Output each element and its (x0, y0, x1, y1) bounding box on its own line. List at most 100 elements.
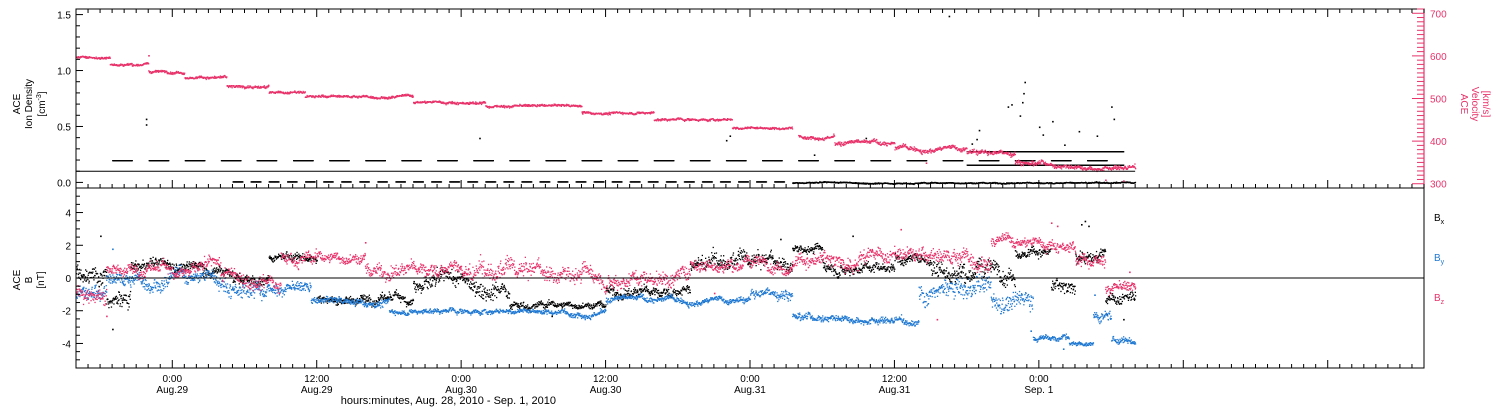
top-velocity-series-point-203 (148, 72, 151, 74)
top-velocity-series-point-470 (245, 87, 247, 89)
top-velocity-series-point-142 (127, 64, 129, 66)
top-density-series-point-2147 (621, 181, 623, 183)
top-velocity-series-point-744 (343, 96, 345, 98)
top-velocity-series-point-455 (239, 85, 242, 87)
top-density-series-point-3241 (1095, 181, 1098, 183)
top-density-series-point-1622 (278, 181, 280, 183)
top-velocity-series-point-193 (145, 63, 147, 65)
top-velocity-series (76, 55, 1137, 182)
top-velocity-series-point-660 (313, 95, 315, 97)
top-velocity-series-point-357 (204, 76, 206, 79)
top-velocity-series-point-592 (289, 91, 291, 93)
top-velocity-series-point-679 (320, 95, 322, 97)
top-velocity-series-point-560 (277, 90, 279, 92)
top-velocity-series-point-462 (242, 86, 244, 88)
top-velocity-series-point-619 (298, 92, 301, 94)
top-velocity-series-point-731 (339, 96, 341, 98)
top-density-series-point-4239 (479, 137, 481, 140)
top-velocity-series-point-340 (198, 76, 200, 78)
top-velocity-series-point-525 (265, 87, 267, 90)
top-density-series-point-4242 (1064, 144, 1066, 146)
top-velocity-series-point-437 (233, 85, 235, 87)
top-velocity-series-point-253 (167, 72, 169, 74)
top-velocity-series-point-122 (119, 64, 122, 67)
top-density-series-point-3116 (1050, 182, 1052, 185)
top-velocity-series-point-251 (166, 71, 168, 73)
top-velocity-series-point-504 (257, 86, 259, 88)
top-velocity-series-point-268 (172, 73, 174, 76)
top-velocity-series-point-115 (117, 64, 119, 66)
top-velocity-series-point-416 (225, 77, 228, 79)
top-velocity-series-point-331 (195, 77, 197, 79)
top-density-series-point-2582 (857, 182, 860, 185)
top-velocity-series-point-699 (327, 95, 329, 97)
top-velocity-series-point-587 (287, 92, 289, 94)
top-velocity-series-point-128 (122, 64, 124, 66)
top-density-series-point-2573 (854, 182, 856, 184)
top-density-series-point-4231 (1052, 120, 1054, 123)
top-density-series-point-2604 (865, 183, 868, 185)
top-density-series-point-1923 (476, 181, 479, 183)
top-density-series-point-329 (312, 160, 314, 162)
top-velocity-series-point-684 (322, 95, 324, 98)
top-density-series-point-4223 (1024, 81, 1026, 84)
top-velocity-series-point-346 (200, 75, 202, 77)
top-velocity-series-point-276 (175, 71, 177, 73)
top-velocity-series-point-292 (181, 72, 183, 74)
top-velocity-series-point-734 (340, 96, 342, 98)
top-density-series-point-4228 (1007, 106, 1010, 108)
top-density-series-point-2580 (857, 182, 859, 184)
top-velocity-series-point-528 (266, 87, 268, 89)
top-density-series-point-2954 (992, 182, 994, 184)
top-velocity-series-point-432 (231, 87, 233, 89)
top-velocity-series-point-245 (164, 71, 166, 74)
top-velocity-series-point-235 (160, 69, 162, 72)
top-density-series-point-1098 (817, 160, 819, 162)
top-density-series-point-2119 (603, 181, 605, 183)
top-velocity-series-point-266 (171, 73, 173, 75)
top-density-series-point-1043 (781, 160, 783, 162)
top-velocity-series-point-632 (303, 91, 305, 93)
top-velocity-series-point-254 (167, 73, 169, 75)
top-velocity-series-point-510 (259, 86, 261, 88)
top-velocity-series-point-351 (202, 76, 204, 79)
top-velocity-series-point-478 (248, 87, 250, 89)
top-velocity-series-point-483 (249, 85, 252, 88)
top-density-series-point-493 (420, 160, 422, 162)
top-velocity-series-point-34 (88, 57, 90, 59)
top-velocity-series-point-54 (95, 56, 97, 58)
top-density-series-point-4236 (978, 129, 981, 132)
top-velocity-series-point-475 (247, 86, 249, 89)
top-density-series-point-219 (240, 160, 242, 162)
top-density-series-point-2438 (805, 182, 808, 184)
top-velocity-series-point-49 (93, 57, 95, 59)
top-velocity-series-point-683 (321, 94, 323, 96)
top-velocity-series-point-502 (256, 87, 259, 89)
top-velocity-series-point-90 (108, 56, 110, 58)
top-density-series-point-988 (745, 160, 747, 162)
top-velocity-series-point-79 (104, 57, 106, 60)
top-velocity-series-point-674 (318, 94, 320, 97)
top-velocity-series-point-532 (267, 86, 269, 88)
top-density-series-point-2175 (639, 181, 641, 183)
top-density-series-point-3783 (1123, 151, 1125, 153)
top-velocity-series-point-307 (186, 77, 188, 79)
top-velocity-series-point-119 (118, 65, 120, 67)
top-velocity-series-point-219 (154, 71, 156, 73)
top-velocity-series-point-67 (100, 58, 102, 60)
top-velocity-series-point-405 (221, 76, 224, 78)
top-velocity-series-point-103 (112, 64, 115, 66)
top-velocity-series-point-641 (306, 94, 308, 97)
top-velocity-series-point-508 (258, 86, 261, 89)
top-velocity-series-point-415 (225, 76, 227, 78)
top-density-series-point-2493 (825, 181, 827, 183)
top-velocity-series-point-495 (254, 86, 256, 88)
top-velocity-series-point-647 (308, 95, 310, 98)
top-velocity-series-point-653 (310, 95, 313, 97)
top-density-series-point-3248 (1098, 182, 1100, 184)
top-velocity-series-point-635 (304, 91, 306, 93)
top-density-series-point-3154 (1064, 182, 1066, 185)
top-velocity-series-point-234 (160, 70, 162, 73)
top-velocity-series-point-6 (78, 56, 80, 58)
top-density-series-point-4233 (1096, 135, 1099, 137)
